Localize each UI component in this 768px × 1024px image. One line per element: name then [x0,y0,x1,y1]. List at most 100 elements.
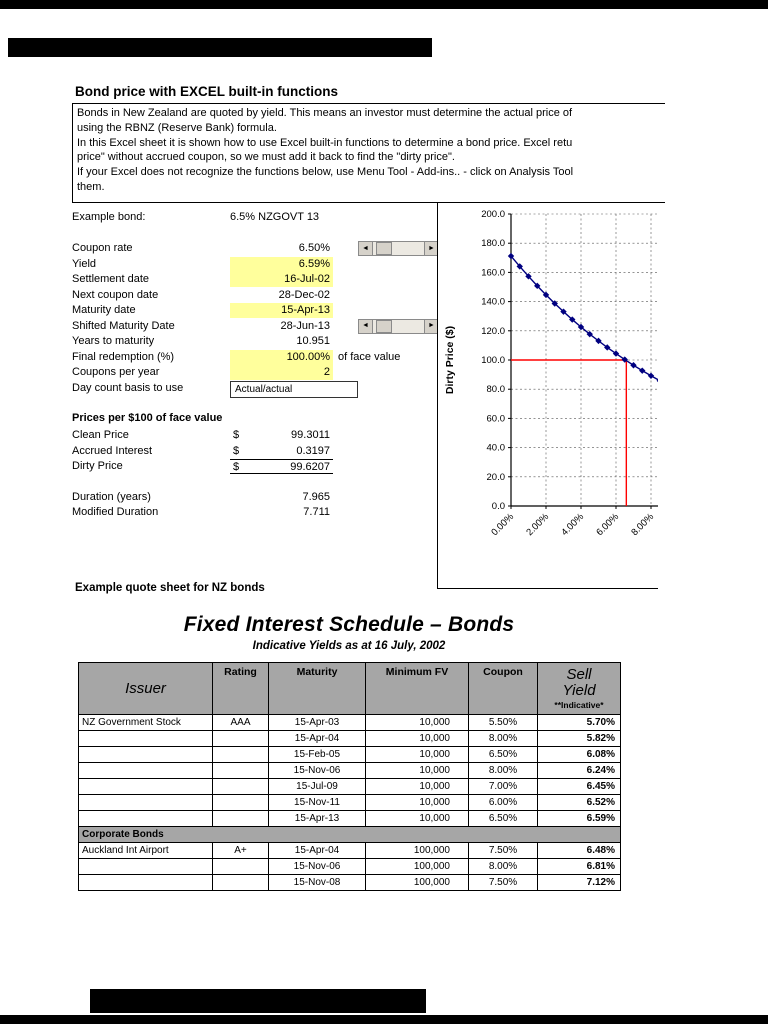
cell-min_fv: 10,000 [365,746,469,763]
field-value-yield[interactable]: 6.59% [230,256,333,272]
cell-coupon: 8.00% [468,730,538,747]
field-value-coupons-per-year[interactable]: 2 [230,365,333,380]
form-row-maturity-date: Maturity date 15-Apr-13 [72,303,522,319]
table-row: 15-Apr-04 10,000 8.00% 5.82% [78,730,621,747]
spinner-control-shifted-maturity-date: ◄ ► [358,318,439,334]
diamond-data-point-marker [569,316,576,323]
cell-issuer [78,810,213,827]
spinner-thumb[interactable] [376,242,392,255]
field-value-years-to-maturity: 10.951 [296,335,330,347]
cell-yield: 6.59% [537,810,621,827]
price-label: Duration (years) [72,490,151,503]
x-tick-label: 8.00% [629,511,656,538]
form-row-shifted-maturity-date: Shifted Maturity Date 28-Jun-13 ◄ ► [72,318,522,335]
currency-symbol: $ [233,461,240,473]
y-tick-label: 180.0 [481,238,505,249]
table-row: 15-Nov-11 10,000 6.00% 6.52% [78,794,621,811]
diamond-data-point-marker [621,356,628,363]
cell-coupon: 7.50% [468,842,538,859]
day-count-combobox[interactable]: Actual/actual [230,380,358,398]
diamond-data-point-marker [604,344,611,351]
cell-coupon: 5.50% [468,714,538,731]
form-row-settlement-date: Settlement date 16-Jul-02 [72,272,522,288]
diamond-data-point-marker [560,308,567,315]
price-value: 7.711 [303,506,330,518]
spinner-thumb[interactable] [376,319,392,333]
quote-sheet-subtitle: Indicative Yields as at 16 July, 2002 [252,640,446,652]
y-tick-label: 120.0 [481,326,505,337]
cell-issuer [78,762,213,779]
cell-coupon: 6.50% [468,810,538,827]
cell-yield: 6.48% [537,842,621,859]
field-value-coupon-rate: 6.50% [298,242,330,254]
price-value: 7.965 [302,490,330,503]
cell-min_fv: 100,000 [365,874,469,891]
quote-table-header-row: Issuer Rating Maturity Minimum FV Coupon… [78,662,621,715]
cell-rating [212,730,269,747]
form-row-coupons-per-year: Coupons per year 2 [72,365,522,381]
diamond-data-point-marker [551,300,558,307]
cell-min_fv: 10,000 [365,762,469,779]
form-row-next-coupon-date: Next coupon date 28-Dec-02 [72,288,522,304]
price-value-dirty-price: $99.6207 [230,459,333,474]
cell-maturity: 15-Apr-04 [268,842,366,859]
intro-text-box: Bonds in New Zealand are quoted by yield… [72,103,665,203]
x-tick-label: 4.00% [559,511,586,538]
cell-rating: A+ [212,842,269,859]
currency-symbol: $ [233,429,240,441]
column-header-coupon: Coupon [468,662,538,715]
cell-rating [212,762,269,779]
bond-input-form: Coupon rate 6.50% ◄ ► Yield 6.59% Settlement d… [72,241,522,411]
price-value-duration-years: 7.965 [230,490,333,505]
field-suffix: of face value [338,350,401,363]
cell-min_fv: 100,000 [365,842,469,859]
intro-line: price" without accrued coupon, so we mus… [77,151,455,164]
intro-line: In this Excel sheet it is shown how to u… [77,136,573,149]
table-row: 15-Nov-08 100,000 7.50% 7.12% [78,874,621,891]
cell-issuer [78,746,213,763]
y-tick-label: 160.0 [481,267,505,278]
price-label: Clean Price [72,429,129,441]
y-tick-label: 140.0 [481,297,505,308]
spinner-track[interactable] [373,318,424,334]
form-row-final-redemption: Final redemption (%) 100.00% of face value [72,349,522,366]
table-row: 15-Apr-13 10,000 6.50% 6.59% [78,810,621,827]
spinner-left-arrow-button[interactable]: ◄ [358,318,373,334]
price-label: Modified Duration [72,506,159,518]
table-row: 15-Nov-06 100,000 8.00% 6.81% [78,858,621,875]
cell-maturity: 15-Nov-06 [268,762,366,779]
table-row: NZ Government Stock AAA 15-Apr-03 10,000 5.5… [78,714,621,731]
cell-rating [212,746,269,763]
redaction-bar-top [0,0,768,9]
field-label: Next coupon date [72,288,159,301]
diamond-data-point-marker [639,367,646,374]
price-value: 0.3197 [296,444,330,457]
cell-yield: 6.81% [537,858,621,875]
field-value-maturity-date[interactable]: 15-Apr-13 [230,303,333,318]
field-value-settlement-date[interactable]: 16-Jul-02 [230,272,333,287]
spinner-track[interactable] [373,241,424,256]
cell-min_fv: 10,000 [365,778,469,795]
diamond-data-point-marker [586,330,593,338]
price-value: 99.3011 [291,429,330,441]
cell-min_fv: 10,000 [365,794,469,811]
field-label: Yield [72,257,97,270]
cell-rating [212,810,269,827]
cell-issuer [78,778,213,795]
cell-coupon: 6.00% [468,794,538,811]
intro-line: Bonds in New Zealand are quoted by yield… [77,107,573,119]
prices-heading: Prices per $100 of face value [72,412,223,424]
example-bond-value: 6.5% NZGOVT 13 [230,211,320,223]
cell-maturity: 15-Nov-06 [268,858,366,875]
x-tick-label: 6.00% [594,511,621,538]
spinner-left-arrow-button[interactable]: ◄ [358,241,373,256]
cell-issuer [78,858,213,875]
field-label: Settlement date [72,273,150,285]
chart-svg: 0.0 20.0 40.0 60.0 80.0 100.0 120.0 140.0 160.0 1… [444,209,658,538]
cell-rating [212,778,269,795]
cell-min_fv: 10,000 [365,730,469,747]
diamond-data-point-marker [542,291,550,299]
y-tick-label: 20.0 [487,472,506,483]
price-value-clean-price: $99.3011 [230,428,333,443]
field-value-final-redemption[interactable]: 100.00% [230,349,333,365]
